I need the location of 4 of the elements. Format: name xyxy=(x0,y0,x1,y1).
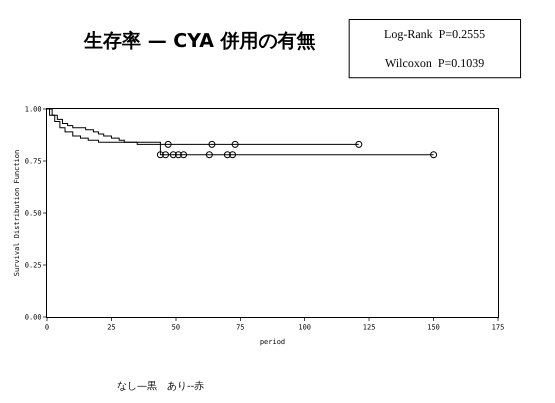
text: Log-Rank P=0.2555 xyxy=(384,27,486,41)
text: Wilcoxon P=0.1039 xyxy=(385,56,484,70)
text: なし—黒 あり--赤 xyxy=(117,380,204,392)
chart-title: 生存率 — CYA 併用の有無 xyxy=(83,30,316,52)
